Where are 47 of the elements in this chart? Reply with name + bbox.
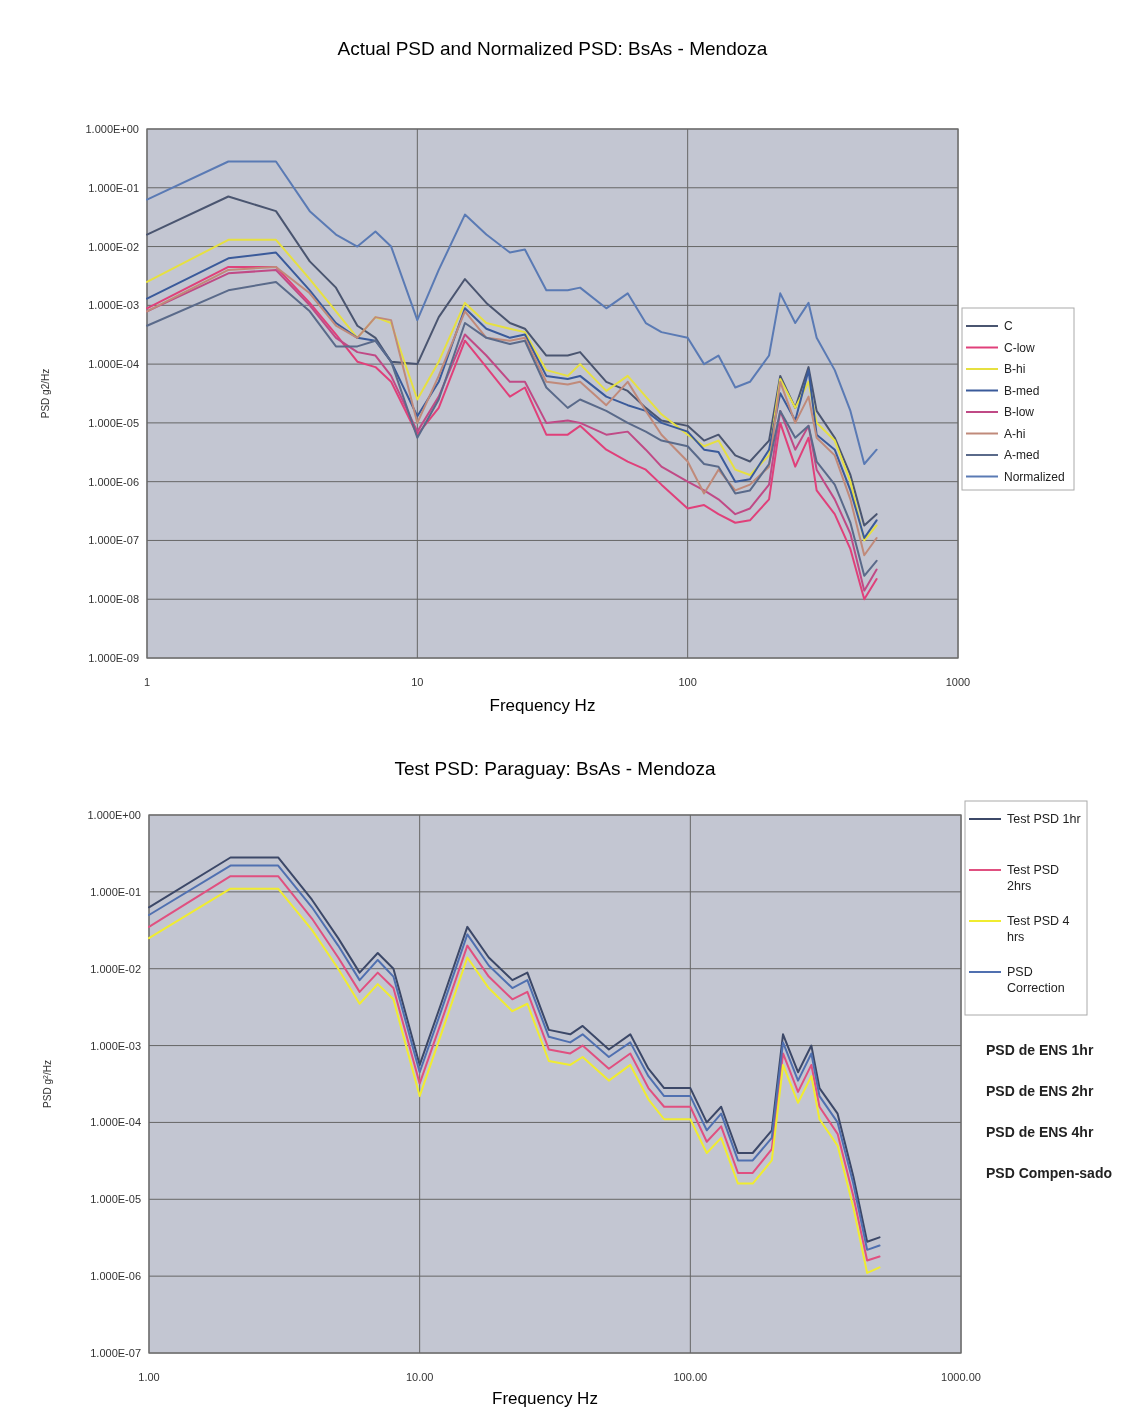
legend-label: Test PSD 1hr xyxy=(1007,812,1081,826)
text: PSD de ENS 2hr xyxy=(986,1083,1094,1099)
legend-label: PSD Correction xyxy=(1007,965,1065,995)
y-tick-label: 1.000E-07 xyxy=(90,1347,141,1359)
x-tick-label: 100 xyxy=(678,676,697,688)
y-tick-label: 1.000E-04 xyxy=(88,358,139,371)
legend-label: Test PSD 4 hrs xyxy=(1007,914,1070,944)
y-tick-label: 1.000E-02 xyxy=(88,240,139,253)
y-tick-label: 1.000E-06 xyxy=(88,475,139,488)
y-tick-label: 1.000E-01 xyxy=(88,181,139,194)
chart-title: Test PSD: Paraguay: BsAs - Mendoza xyxy=(394,758,716,779)
y-axis-title: PSD g2/Hz xyxy=(40,368,51,419)
y-tick-label: 1.000E+00 xyxy=(85,123,139,135)
y-tick-label: 1.000E-05 xyxy=(88,416,139,429)
y-tick-label: 1.000E-05 xyxy=(90,1193,141,1206)
legend-label: C xyxy=(1004,319,1013,333)
legend-label: Normalized xyxy=(1004,469,1065,484)
x-tick-label: 1.00 xyxy=(138,1371,160,1383)
x-tick-label: 1 xyxy=(143,676,151,688)
x-tick-label: 10.00 xyxy=(405,1371,434,1383)
y-tick-label: 1.000E-03 xyxy=(90,1039,141,1052)
x-tick-label: 1000 xyxy=(945,676,971,688)
legend-label: A-hi xyxy=(1004,426,1026,441)
text: PSD de ENS 1hr xyxy=(986,1042,1094,1058)
y-tick-label: 1.000E-01 xyxy=(90,885,141,898)
x-tick-label: 100.00 xyxy=(673,1371,708,1383)
x-tick-label: 10 xyxy=(411,676,424,688)
text: PSD Compen-sado xyxy=(986,1165,1113,1181)
y-tick-label: 1.000E-03 xyxy=(88,299,139,312)
legend-label: B-low xyxy=(1004,405,1035,419)
legend-label: B-med xyxy=(1004,383,1040,398)
y-tick-label: 1.000E-06 xyxy=(90,1270,141,1283)
y-tick-label: 1.000E-07 xyxy=(88,534,139,547)
legend-label: B-hi xyxy=(1004,362,1026,376)
legend-label: Test PSD 2hrs xyxy=(1007,863,1060,893)
legend-label: C-low xyxy=(1004,340,1035,355)
x-axis-title: Frequency Hz xyxy=(492,1389,598,1408)
y-tick-label: 1.000E+00 xyxy=(87,809,141,821)
chart-title: Actual PSD and Normalized PSD: BsAs - Mendoza xyxy=(337,38,768,59)
text: PSD de ENS 4hr xyxy=(986,1124,1094,1140)
y-tick-label: 1.000E-08 xyxy=(88,593,139,606)
x-tick-label: 1000.00 xyxy=(941,1371,981,1383)
y-tick-label: 1.000E-02 xyxy=(90,962,141,975)
x-axis-title: Frequency Hz xyxy=(489,696,596,715)
y-tick-label: 1.000E-04 xyxy=(90,1116,141,1129)
y-tick-label: 1.000E-09 xyxy=(88,652,139,664)
legend-label: A-med xyxy=(1004,448,1040,462)
